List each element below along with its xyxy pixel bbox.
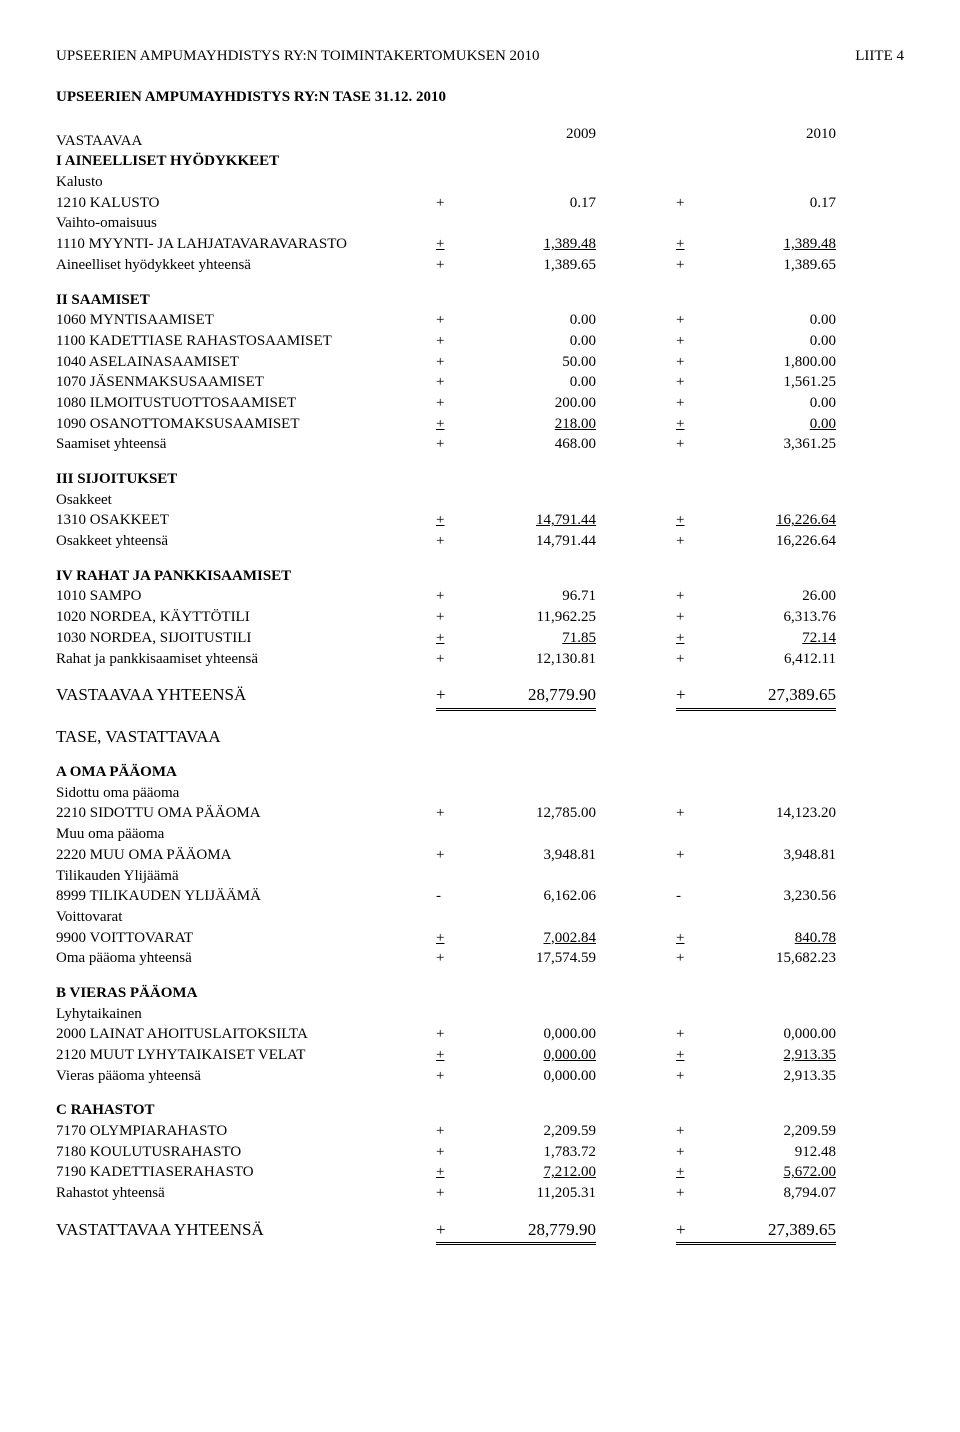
- row-1030: 1030 NORDEA, SIJOITUSTILI+71.85+72.14: [56, 628, 904, 649]
- row-9900: 9900 VOITTOVARAT+7,002.84+840.78: [56, 928, 904, 949]
- row-2210: 2210 SIDOTTU OMA PÄÄOMA+12,785.00+14,123…: [56, 803, 904, 824]
- year-col-2: 2010: [676, 124, 836, 145]
- row-aineelliset-total: Aineelliset hyödykkeet yhteensä +1,389.6…: [56, 255, 904, 276]
- sub-osakkeet: Osakkeet: [56, 490, 436, 511]
- section-a-heading: A OMA PÄÄOMA: [56, 762, 436, 783]
- row-oma-total: Oma pääoma yhteensä+17,574.59+15,682.23: [56, 948, 904, 969]
- section-iii-heading: III SIJOITUKSET: [56, 469, 436, 490]
- vastattavaa-heading: TASE, VASTATTAVAA: [56, 725, 436, 748]
- row-1210: 1210 KALUSTO +0.17 +0.17: [56, 193, 904, 214]
- sub-muu: Muu oma pääoma: [56, 824, 436, 845]
- row-1090: 1090 OSANOTTOMAKSUSAAMISET+218.00+0.00: [56, 414, 904, 435]
- row-vieras-total: Vieras pääoma yhteensä+0,000.00+2,913.35: [56, 1066, 904, 1087]
- sub-vaihto: Vaihto-omaisuus: [56, 213, 436, 234]
- row-saamiset-total: Saamiset yhteensä+468.00+3,361.25: [56, 434, 904, 455]
- vastaavaa-heading: VASTAAVAA: [56, 131, 436, 152]
- row-1040: 1040 ASELAINASAAMISET+50.00+1,800.00: [56, 352, 904, 373]
- row-rahat-total: Rahat ja pankkisaamiset yhteensä+12,130.…: [56, 649, 904, 670]
- row-1020: 1020 NORDEA, KÄYTTÖTILI+11,962.25+6,313.…: [56, 607, 904, 628]
- sub-sidottu: Sidottu oma pääoma: [56, 783, 436, 804]
- row-1060: 1060 MYNTISAAMISET+0.00+0.00: [56, 310, 904, 331]
- row-2120: 2120 MUUT LYHYTAIKAISET VELAT+0,000.00+2…: [56, 1045, 904, 1066]
- sub-kalusto: Kalusto: [56, 172, 436, 193]
- row-1080: 1080 ILMOITUSTUOTTOSAAMISET+200.00+0.00: [56, 393, 904, 414]
- row-7180: 7180 KOULUTUSRAHASTO+1,783.72+912.48: [56, 1142, 904, 1163]
- header-right: LIITE 4: [855, 48, 904, 65]
- row-2220: 2220 MUU OMA PÄÄOMA+3,948.81+3,948.81: [56, 845, 904, 866]
- row-1310: 1310 OSAKKEET+14,791.44+16,226.64: [56, 510, 904, 531]
- page-header: UPSEERIEN AMPUMAYHDISTYS RY:N TOIMINTAKE…: [56, 48, 904, 65]
- header-left: UPSEERIEN AMPUMAYHDISTYS RY:N TOIMINTAKE…: [56, 48, 540, 65]
- row-rahastot-total: Rahastot yhteensä+11,205.31+8,794.07: [56, 1183, 904, 1204]
- sub-voittovarat: Voittovarat: [56, 907, 436, 928]
- row-1010: 1010 SAMPO+96.71+26.00: [56, 586, 904, 607]
- row-1070: 1070 JÄSENMAKSUSAAMISET+0.00+1,561.25: [56, 372, 904, 393]
- document-title: UPSEERIEN AMPUMAYHDISTYS RY:N TASE 31.12…: [56, 89, 904, 106]
- section-iv-heading: IV RAHAT JA PANKKISAAMISET: [56, 566, 436, 587]
- vastaavaa-header-row: VASTAAVAA 2009 2010: [56, 124, 904, 151]
- row-2000: 2000 LAINAT AHOITUSLAITOKSILTA+0,000.00+…: [56, 1024, 904, 1045]
- section-ii-heading: II SAAMISET: [56, 290, 436, 311]
- year-col-1: 2009: [436, 124, 596, 145]
- sub-lyhyt: Lyhytaikainen: [56, 1004, 436, 1025]
- section-b-heading: B VIERAS PÄÄOMA: [56, 983, 436, 1004]
- vastattavaa-total: VASTATTAVAA YHTEENSÄ +28,779.90 +27,389.…: [56, 1218, 904, 1245]
- section-c-heading: C RAHASTOT: [56, 1100, 436, 1121]
- row-8999: 8999 TILIKAUDEN YLIJÄÄMÄ-6,162.06-3,230.…: [56, 886, 904, 907]
- section-i-heading: I AINEELLISET HYÖDYKKEET: [56, 151, 436, 172]
- vastaavaa-total: VASTAAVAA YHTEENSÄ +28,779.90 +27,389.65: [56, 683, 904, 710]
- sub-tilikauden: Tilikauden Ylijäämä: [56, 866, 436, 887]
- row-7190: 7190 KADETTIASERAHASTO+7,212.00+5,672.00: [56, 1162, 904, 1183]
- row-osakkeet-total: Osakkeet yhteensä+14,791.44+16,226.64: [56, 531, 904, 552]
- row-7170: 7170 OLYMPIARAHASTO+2,209.59+2,209.59: [56, 1121, 904, 1142]
- row-1100: 1100 KADETTIASE RAHASTOSAAMISET+0.00+0.0…: [56, 331, 904, 352]
- row-1110: 1110 MYYNTI- JA LAHJATAVARAVARASTO +1,38…: [56, 234, 904, 255]
